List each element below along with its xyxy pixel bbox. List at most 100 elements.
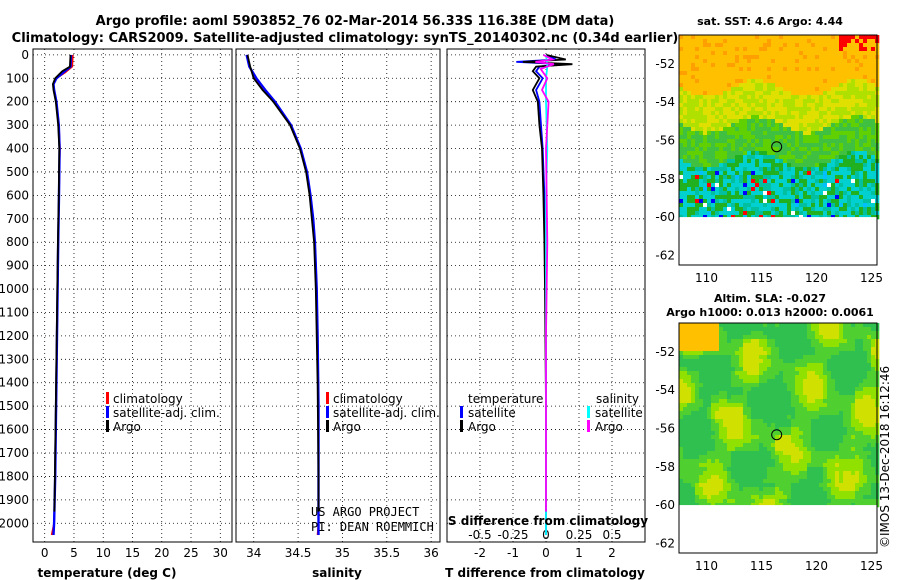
map-cell xyxy=(679,407,683,411)
y-tick-label: 100 xyxy=(6,71,29,85)
map-cell xyxy=(831,59,835,63)
map-cell xyxy=(751,491,755,495)
map-cell xyxy=(787,115,791,119)
map-cell xyxy=(843,203,847,207)
map-cell xyxy=(695,127,699,131)
map-cell xyxy=(779,123,783,127)
map-cell xyxy=(807,171,811,175)
map-cell xyxy=(855,195,859,199)
map-cell xyxy=(839,167,843,171)
map-cell xyxy=(707,107,711,111)
map-cell xyxy=(807,339,811,343)
map-cell xyxy=(871,75,875,79)
map-cell xyxy=(695,335,699,339)
map-cell xyxy=(835,187,839,191)
map-cell xyxy=(703,355,707,359)
map-cell xyxy=(847,463,851,467)
map-cell xyxy=(791,463,795,467)
map-cell xyxy=(863,463,867,467)
map-cell xyxy=(763,375,767,379)
map-cell xyxy=(831,391,835,395)
map-cell xyxy=(791,491,795,495)
map-cell xyxy=(807,107,811,111)
map-cell xyxy=(747,323,751,327)
map-cell xyxy=(807,323,811,327)
map-cell xyxy=(855,183,859,187)
map-cell xyxy=(791,51,795,55)
map-cell xyxy=(703,447,707,451)
map-cell xyxy=(687,351,691,355)
map-cell xyxy=(751,475,755,479)
map-cell xyxy=(871,47,875,51)
sst-map: -52-54-56-58-60-62110 115 120 125 xyxy=(655,35,883,285)
map-cell xyxy=(787,95,791,99)
map-cell xyxy=(831,395,835,399)
map-cell xyxy=(847,207,851,211)
map-cell xyxy=(719,39,723,43)
map-cell xyxy=(831,71,835,75)
map-cell xyxy=(799,63,803,67)
map-cell xyxy=(695,143,699,147)
map-cell xyxy=(791,443,795,447)
map-cell xyxy=(823,179,827,183)
map-cell xyxy=(867,487,871,491)
map-cell xyxy=(691,191,695,195)
map-cell xyxy=(779,87,783,91)
map-cell xyxy=(779,415,783,419)
map-cell xyxy=(715,159,719,163)
map-cell xyxy=(847,403,851,407)
map-cell xyxy=(699,159,703,163)
map-cell xyxy=(807,375,811,379)
map-cell xyxy=(807,199,811,203)
map-cell xyxy=(747,71,751,75)
map-cell xyxy=(735,399,739,403)
map-cell xyxy=(711,115,715,119)
map-cell xyxy=(703,75,707,79)
map-cell xyxy=(703,191,707,195)
map-cell xyxy=(727,127,731,131)
map-cell xyxy=(703,111,707,115)
map-cell xyxy=(691,59,695,63)
map-cell xyxy=(815,451,819,455)
map-cell xyxy=(727,47,731,51)
map-cell xyxy=(843,155,847,159)
map-cell xyxy=(831,323,835,327)
map-cell xyxy=(679,323,683,327)
map-cell xyxy=(783,351,787,355)
map-cell xyxy=(703,135,707,139)
map-cell xyxy=(847,151,851,155)
map-cell xyxy=(683,187,687,191)
map-cell xyxy=(683,119,687,123)
map-cell xyxy=(795,483,799,487)
map-cell xyxy=(679,39,683,43)
map-cell xyxy=(819,459,823,463)
map-cell xyxy=(867,371,871,375)
map-cell xyxy=(799,343,803,347)
map-cell xyxy=(679,419,683,423)
map-cell xyxy=(839,91,843,95)
map-cell xyxy=(751,79,755,83)
map-cell xyxy=(811,411,815,415)
map-cell xyxy=(771,327,775,331)
map-cell xyxy=(743,463,747,467)
map-cell xyxy=(827,211,831,215)
map-cell xyxy=(835,87,839,91)
map-cell xyxy=(839,135,843,139)
map-cell xyxy=(707,491,711,495)
map-cell xyxy=(783,103,787,107)
map-cell xyxy=(707,487,711,491)
map-cell xyxy=(731,339,735,343)
map-cell xyxy=(827,35,831,39)
map-cell xyxy=(743,427,747,431)
map-cell xyxy=(835,83,839,87)
map-cell xyxy=(687,499,691,503)
map-cell xyxy=(807,191,811,195)
map-cell xyxy=(863,355,867,359)
map-cell xyxy=(791,367,795,371)
map-cell xyxy=(859,39,863,43)
map-cell xyxy=(823,147,827,151)
map-cell xyxy=(827,87,831,91)
map-cell xyxy=(787,447,791,451)
map-cell xyxy=(783,123,787,127)
map-cell xyxy=(787,383,791,387)
